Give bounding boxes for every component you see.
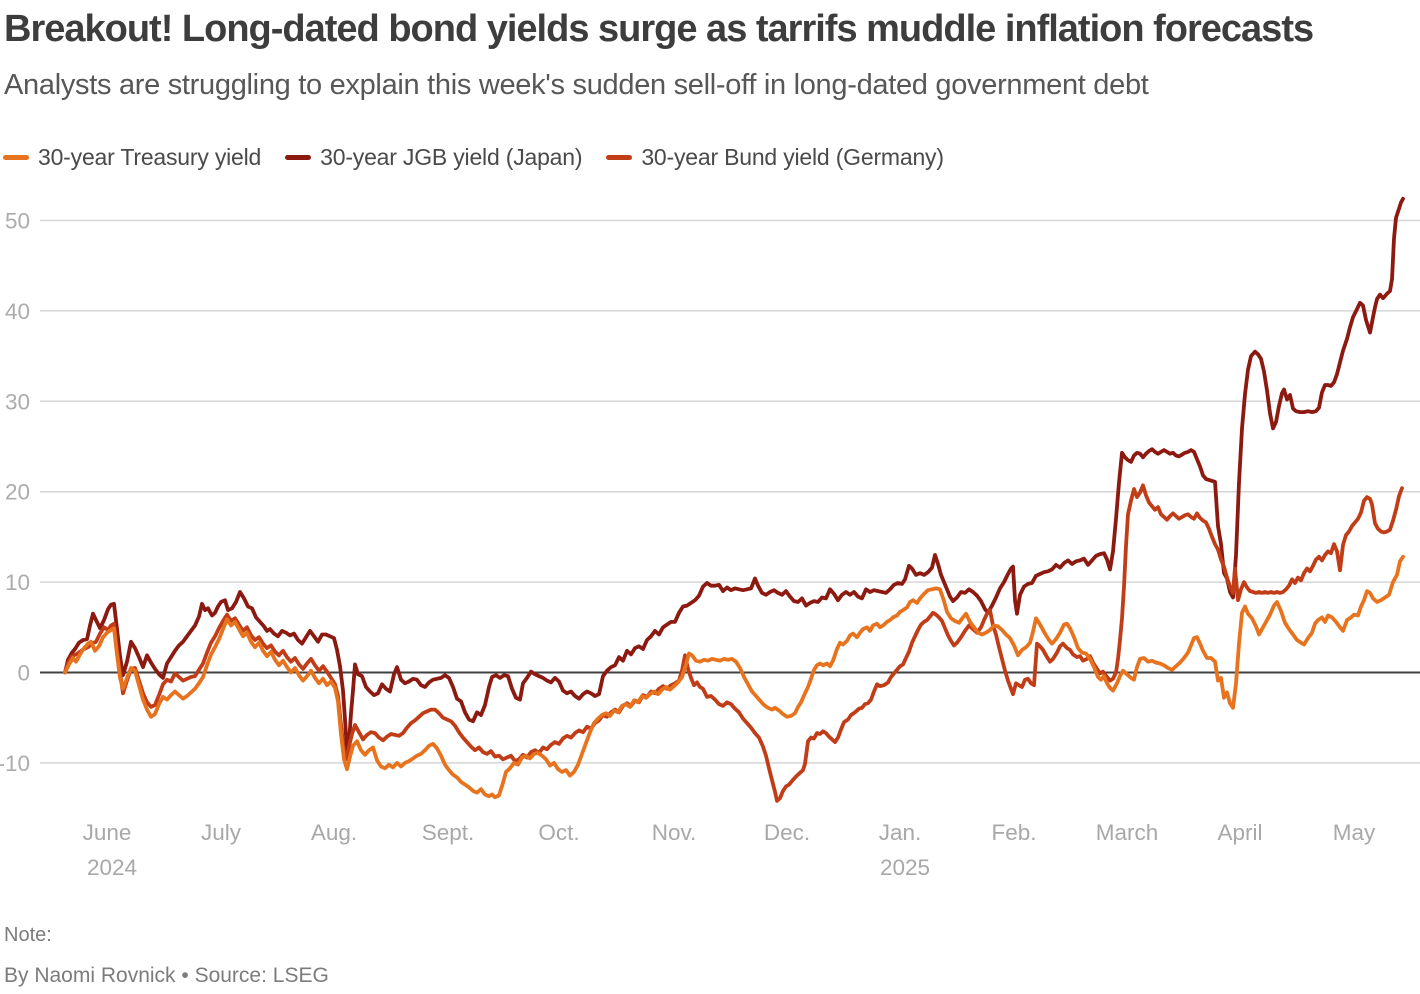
legend-label: 30-year Treasury yield [38, 144, 262, 170]
legend: 30-year Treasury yield 30-year JGB yield… [3, 144, 968, 171]
x-axis-month-label: Nov. [652, 820, 697, 845]
x-axis-month-label: Sept. [422, 820, 475, 845]
x-axis-year-label: 2024 [87, 855, 137, 880]
y-axis-tick-label: 50 [5, 209, 30, 234]
y-axis-tick-label: 40 [5, 299, 30, 324]
y-axis-tick-label: 30 [5, 389, 30, 414]
y-axis-tick-label: 10 [5, 570, 30, 595]
y-axis-tick-label: 0 [17, 661, 30, 686]
legend-item-jgb: 30-year JGB yield (Japan) [285, 144, 583, 171]
x-axis-month-label: March [1096, 820, 1159, 845]
x-axis-month-label: Jan. [879, 820, 922, 845]
page-title: Breakout! Long-dated bond yields surge a… [4, 8, 1314, 50]
legend-item-bund: 30-year Bund yield (Germany) [606, 144, 944, 171]
treasury-line-swatch-icon [3, 155, 29, 160]
page-subtitle: Analysts are struggling to explain this … [4, 69, 1149, 101]
legend-item-treasury: 30-year Treasury yield [3, 144, 261, 171]
series-line--year-treasury-yield [63, 554, 1405, 800]
x-axis-month-label: April [1217, 820, 1262, 845]
y-axis-tick-label: 20 [5, 480, 30, 505]
jgb-line-swatch-icon [285, 155, 312, 160]
x-axis-year-label: 2025 [880, 855, 930, 880]
x-axis-month-label: Aug. [311, 820, 357, 845]
x-axis-month-label: June [83, 820, 132, 845]
x-axis-month-label: Dec. [764, 820, 810, 845]
x-axis-month-label: May [1333, 820, 1376, 845]
x-axis-month-label: July [201, 820, 242, 845]
x-axis-month-label: Oct. [538, 820, 579, 845]
series-line--year-bund-yield-germany- [63, 483, 1404, 803]
legend-label: 30-year Bund yield (Germany) [641, 144, 944, 170]
legend-label: 30-year JGB yield (Japan) [320, 144, 583, 170]
byline: By Naomi Rovnick • Source: LSEG [4, 964, 329, 987]
x-axis-month-label: Feb. [991, 820, 1036, 845]
note-label: Note: [4, 924, 52, 946]
y-axis-tick-label: -10 [0, 751, 30, 776]
bund-line-swatch-icon [606, 155, 633, 160]
series-line--year-jgb-yield-japan- [63, 196, 1405, 753]
